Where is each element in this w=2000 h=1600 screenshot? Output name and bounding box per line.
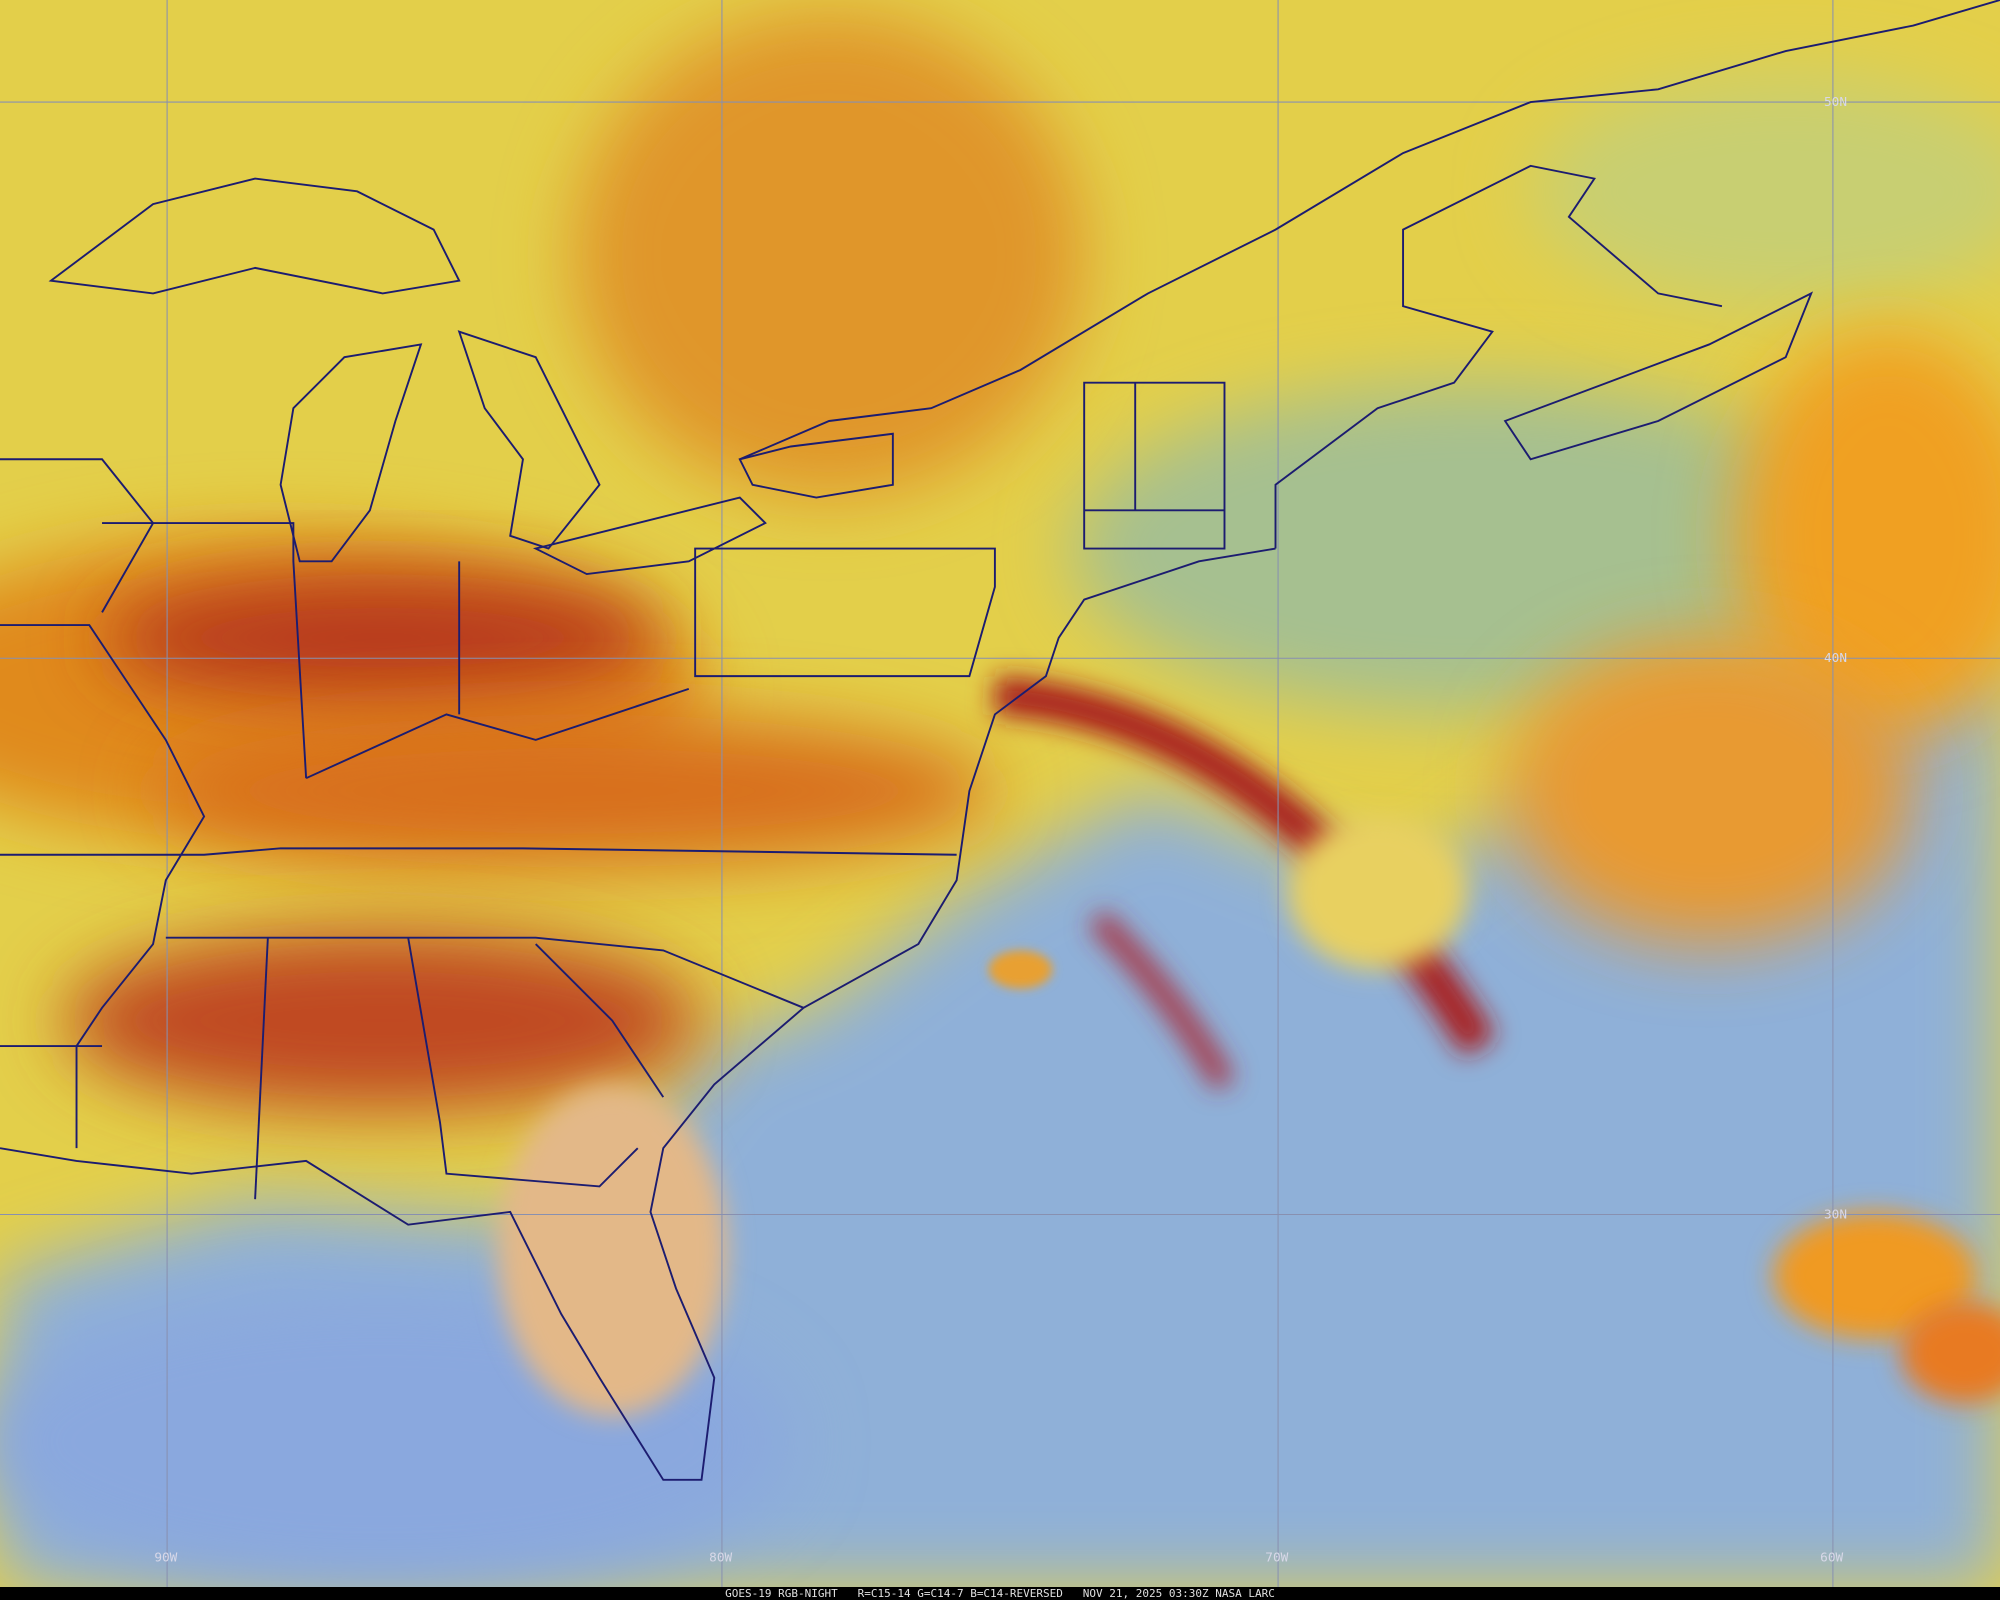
grid-labels: 50N 40N 30N 90W 80W 70W 60W [154, 95, 1847, 1566]
lon-label: 60W [1820, 1550, 1843, 1565]
lon-label: 90W [154, 1550, 177, 1565]
image-caption: GOES-19 RGB-NIGHT R=C15-14 G=C14-7 B=C14… [0, 1587, 2000, 1600]
boundaries [0, 0, 2000, 1481]
lat-label: 50N [1824, 95, 1847, 110]
lat-label: 40N [1824, 651, 1847, 666]
lon-label: 80W [709, 1550, 732, 1565]
lon-label: 70W [1265, 1550, 1288, 1565]
lat-label: 30N [1824, 1207, 1847, 1222]
